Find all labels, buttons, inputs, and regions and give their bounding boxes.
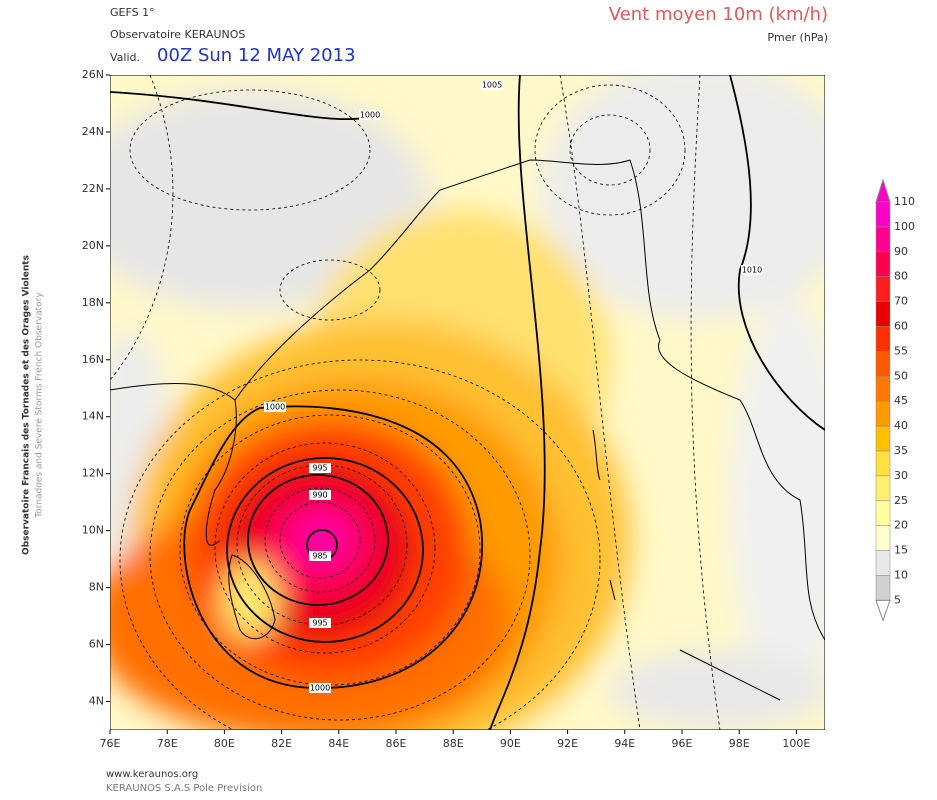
contour-label-box	[309, 618, 331, 628]
contour-label-box	[741, 265, 763, 275]
lon-label: 92E	[557, 737, 578, 750]
colorbar-label: 30	[894, 469, 908, 482]
lat-label: 12N	[82, 467, 104, 480]
lon-label: 76E	[100, 737, 121, 750]
lon-label: 88E	[443, 737, 464, 750]
contour-label: 995	[312, 619, 327, 628]
colorbar-cell	[875, 276, 891, 302]
colorbar-cell	[875, 575, 891, 601]
colorbar-label: 90	[894, 245, 908, 258]
lat-label: 26N	[82, 68, 104, 81]
colorbar-cell	[875, 201, 891, 228]
contour-label: 1005	[482, 81, 502, 90]
valid-time: 00Z Sun 12 MAY 2013	[157, 45, 356, 66]
colorbar-top	[875, 178, 891, 203]
title: Vent moyen 10m (km/h)	[609, 4, 828, 25]
lat-label: 18N	[82, 296, 104, 309]
lat-label: 16N	[82, 353, 104, 366]
colorbar-label: 25	[894, 494, 908, 507]
colorbar-label: 70	[894, 295, 908, 308]
colorbar-label: 60	[894, 320, 908, 333]
lon-label: 84E	[328, 737, 349, 750]
colorbar-label: 110	[894, 195, 915, 208]
colorbar-cell	[875, 475, 891, 502]
lat-label: 4N	[89, 695, 104, 708]
contour-label-box	[309, 683, 331, 693]
lon-label: 82E	[271, 737, 292, 750]
lon-label: 90E	[500, 737, 521, 750]
contour-label: 1000	[310, 684, 330, 693]
lon-label: 94E	[614, 737, 635, 750]
contour-label-box	[359, 110, 381, 120]
contour-label: 985	[312, 552, 327, 561]
lon-label: 78E	[157, 737, 178, 750]
colorbar-label: 100	[894, 220, 915, 233]
subtitle: Pmer (hPa)	[767, 31, 828, 44]
lon-label: 86E	[386, 737, 407, 750]
colorbar-cell	[875, 425, 891, 452]
observatory: Observatoire KERAUNOS	[110, 28, 245, 41]
lat-label: 20N	[82, 239, 104, 252]
footer: www.keraunos.org	[106, 769, 198, 780]
colorbar-label: 50	[894, 369, 908, 382]
colorbar-cell	[875, 251, 891, 277]
lon-label: 96E	[672, 737, 693, 750]
colorbar-label: 40	[894, 419, 908, 432]
colorbar-label: 35	[894, 444, 908, 457]
lon-label: 98E	[729, 737, 750, 750]
colorbar-cell	[875, 525, 891, 551]
colorbar-cell	[875, 226, 891, 253]
contour-label-box	[481, 80, 503, 90]
contour-label-box	[264, 402, 286, 412]
contour-label: 1000	[360, 111, 380, 120]
contour-label: 995	[312, 464, 327, 473]
lon-label: 80E	[214, 737, 235, 750]
colorbar-cell	[875, 301, 891, 327]
colorbar-cell	[875, 376, 891, 402]
colorbar-cell	[875, 500, 891, 526]
contour-label: 1000	[265, 403, 285, 412]
colorbar-bottom	[875, 599, 891, 622]
colorbar-label: 20	[894, 519, 908, 532]
colorbar-label: 45	[894, 394, 908, 407]
contour-label-box	[309, 463, 331, 473]
lat-label: 22N	[82, 182, 104, 195]
colorbar-label: 5	[894, 593, 901, 606]
footer: KERAUNOS S.A.S Pole Prevision	[106, 783, 262, 794]
colorbar-label: 80	[894, 270, 908, 283]
lat-label: 14N	[82, 410, 104, 423]
valid-prefix: Valid.	[110, 51, 140, 64]
contour-label: 990	[312, 491, 327, 500]
colorbar-label: 55	[894, 344, 908, 357]
side-text: Tornadoes and Severe Storms French Obser…	[35, 292, 45, 519]
contour-label-box	[309, 490, 331, 500]
side-text: Observatoire Francais des Tornades et de…	[22, 255, 32, 555]
colorbar-cell	[875, 550, 891, 576]
model: GEFS 1°	[110, 6, 155, 19]
lat-label: 8N	[89, 581, 104, 594]
colorbar-cell	[875, 400, 891, 427]
colorbar-label: 10	[894, 569, 908, 582]
colorbar-cell	[875, 351, 891, 377]
colorbar-cell	[875, 450, 891, 477]
lat-label: 6N	[89, 638, 104, 651]
lat-label: 10N	[82, 524, 104, 537]
lon-label: 100E	[782, 737, 810, 750]
colorbar-cell	[875, 326, 891, 352]
colorbar-label: 15	[894, 544, 908, 557]
contour-label-box	[309, 551, 331, 561]
lat-label: 24N	[82, 125, 104, 138]
map	[110, 75, 825, 730]
contour-label: 1010	[742, 266, 762, 275]
